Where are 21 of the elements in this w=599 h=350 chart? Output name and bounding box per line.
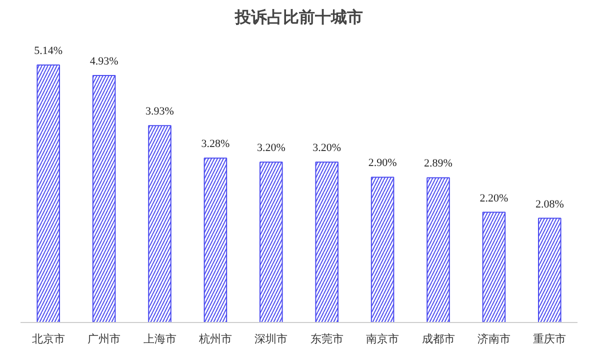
data-label: 3.28% (201, 138, 230, 150)
x-tick-label: 杭州市 (198, 332, 232, 346)
data-label: 3.20% (312, 142, 342, 154)
x-tick-label: 济南市 (477, 332, 510, 346)
data-label: 2.08% (535, 198, 564, 210)
x-tick-label: 上海市 (143, 332, 176, 346)
x-tick-label: 南京市 (366, 332, 400, 346)
data-label: 4.93% (90, 56, 118, 68)
x-tick-label: 北京市 (32, 332, 65, 346)
data-label: 3.20% (256, 142, 286, 154)
chart-title: 投诉占比前十城市 (234, 8, 363, 26)
x-tick-label: 深圳市 (254, 332, 288, 346)
x-tick-label: 成都市 (422, 332, 455, 346)
x-tick-label: 广州市 (88, 332, 121, 346)
x-tick-label: 东莞市 (310, 332, 344, 346)
data-label: 5.14% (34, 44, 63, 57)
data-label: 2.20% (480, 192, 508, 204)
x-tick-label: 重庆市 (533, 332, 566, 346)
data-label: 2.89% (424, 158, 452, 170)
data-label: 2.90% (368, 157, 397, 170)
data-label: 3.93% (146, 106, 174, 118)
